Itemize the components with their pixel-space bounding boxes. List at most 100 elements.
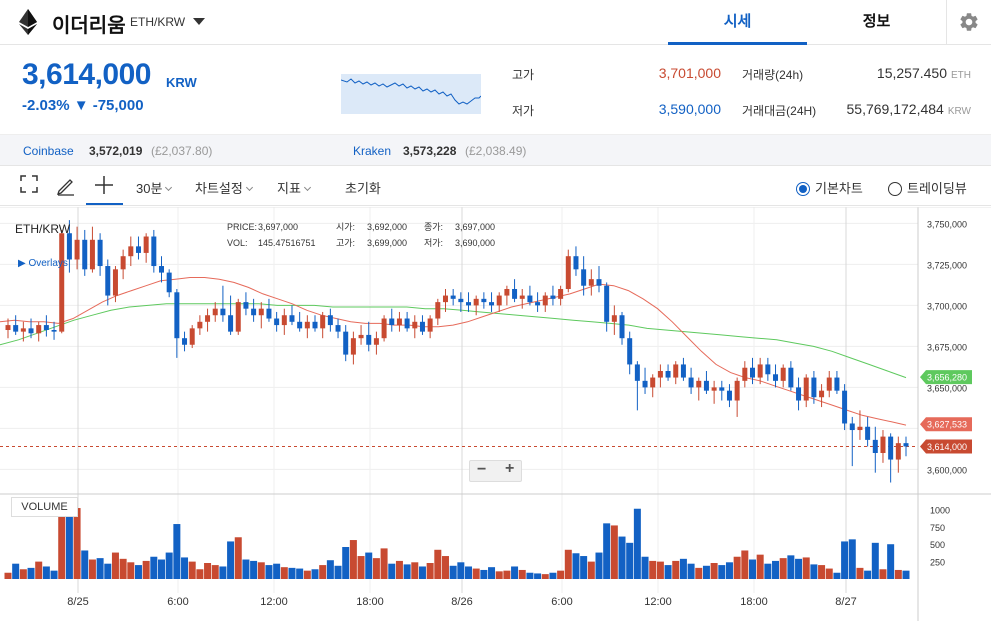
indicators-dropdown[interactable]: 지표 xyxy=(277,178,311,197)
indicators-dropdown-label: 지표 xyxy=(277,181,301,196)
volume-bar xyxy=(165,552,173,579)
volume-bar xyxy=(242,559,250,579)
high-value: 3,701,000 xyxy=(658,65,721,81)
candle-body xyxy=(120,256,126,270)
y-tick-label: 3,600,000 xyxy=(927,465,967,475)
candle-body xyxy=(703,380,709,391)
info-high-value: 3,699,000 xyxy=(367,238,407,248)
volume-bar xyxy=(288,567,296,579)
x-tick-label: 12:00 xyxy=(260,596,288,608)
x-tick-label: 8/25 xyxy=(67,596,88,608)
reset-button[interactable]: 초기화 xyxy=(345,181,381,196)
amount-24h: 55,769,172,484 KRW xyxy=(800,101,971,117)
volume-bar xyxy=(503,570,511,579)
volume-bar xyxy=(664,565,672,579)
volume-tick-label: 1000 xyxy=(930,505,950,515)
price-change: -2.03% ▼ -75,000 xyxy=(22,97,144,114)
volume-bars xyxy=(4,500,910,579)
candle-body xyxy=(865,426,871,440)
volume-bar xyxy=(480,569,488,579)
candle-body xyxy=(243,302,249,309)
volume-bar xyxy=(211,565,219,579)
volume-bar xyxy=(181,557,189,579)
candle-body xyxy=(82,239,88,270)
exchange-kraken-gbp: (£2,038.49) xyxy=(465,144,527,158)
coin-pair: ETH/KRW xyxy=(130,15,186,29)
candle-body xyxy=(112,269,118,296)
app-header: 이더리움 ETH/KRW 시세 정보 xyxy=(0,0,991,45)
draw-pencil-icon[interactable] xyxy=(55,174,77,196)
volume-bar xyxy=(894,569,902,579)
volume-bar xyxy=(73,508,81,579)
radio-selected-icon xyxy=(796,182,810,196)
candle-body xyxy=(251,308,257,316)
candle-body xyxy=(373,338,379,345)
candle-body xyxy=(343,331,349,355)
coin-selector-caret-icon[interactable] xyxy=(193,18,205,25)
volume-bar xyxy=(587,561,595,579)
tab-quote[interactable]: 시세 xyxy=(668,0,807,45)
price-tag xyxy=(920,417,972,432)
candle-body xyxy=(542,295,548,306)
fullscreen-icon[interactable] xyxy=(19,174,39,194)
volume-bar xyxy=(641,556,649,579)
volume-bar xyxy=(679,558,687,579)
volume-bar xyxy=(250,560,258,579)
volume-bar xyxy=(441,556,449,579)
volume-bar xyxy=(618,536,626,579)
volume-bar xyxy=(19,569,27,579)
volume-bar xyxy=(319,565,327,579)
candle-body xyxy=(89,239,95,270)
candle-body xyxy=(726,390,732,401)
volume-bar xyxy=(549,572,557,579)
exchange-kraken-name[interactable]: Kraken xyxy=(353,144,392,158)
candle-body xyxy=(212,308,218,316)
chart-settings-dropdown[interactable]: 차트설정 xyxy=(195,178,253,197)
candle-body xyxy=(304,321,310,329)
y-tick-label: 3,750,000 xyxy=(927,219,967,229)
volume-bar xyxy=(818,565,826,579)
zoom-out-button[interactable]: − xyxy=(477,461,487,478)
volume-bar xyxy=(610,525,618,579)
volume-bar xyxy=(848,539,856,579)
candle-body xyxy=(5,325,11,330)
info-vol-label: VOL: xyxy=(227,238,248,248)
ma-long-line xyxy=(0,303,907,379)
x-tick-label: 18:00 xyxy=(356,596,384,608)
candlestick-chart[interactable]: 3,750,000 3,725,000 3,700,000 3,675,000 3,65… xyxy=(0,207,991,621)
info-open-value: 3,692,000 xyxy=(367,222,407,232)
chart-pair-label: ETH/KRW xyxy=(15,222,71,236)
tradingview-radio[interactable]: 트레이딩뷰 xyxy=(888,178,967,197)
volume-bar xyxy=(871,542,879,579)
amount-24h-unit: KRW xyxy=(947,106,971,117)
candle-body xyxy=(235,302,241,332)
volume-bar xyxy=(411,562,419,579)
info-vol-value: 145.47516751 xyxy=(258,238,316,248)
candle-body xyxy=(496,295,502,306)
overlays-toggle[interactable]: ▶ Overlays xyxy=(18,258,68,269)
price-unit: KRW xyxy=(166,75,197,90)
exchange-coinbase-name[interactable]: Coinbase xyxy=(23,144,74,158)
volume-bar xyxy=(111,552,119,579)
candle-body xyxy=(673,364,679,378)
volume-bar xyxy=(426,563,434,579)
candle-body xyxy=(819,390,825,398)
volume-bar xyxy=(672,560,680,579)
interval-dropdown-label: 30분 xyxy=(136,181,163,196)
gear-icon[interactable] xyxy=(958,11,980,33)
tab-info[interactable]: 정보 xyxy=(862,13,891,30)
candle-body xyxy=(742,367,748,381)
basic-chart-radio[interactable]: 기본차트 xyxy=(796,178,863,197)
current-price: 3,614,000 xyxy=(22,58,151,91)
candle-body xyxy=(849,423,855,431)
candle-body xyxy=(880,436,886,453)
candle-body xyxy=(20,328,26,332)
zoom-in-button[interactable]: + xyxy=(505,460,515,477)
candle-body xyxy=(220,308,226,316)
crosshair-icon[interactable] xyxy=(93,174,115,196)
candle-body xyxy=(43,325,49,330)
candle-body xyxy=(611,315,617,322)
interval-dropdown[interactable]: 30분 xyxy=(136,178,173,197)
volume-bar xyxy=(188,561,196,579)
volume-bar xyxy=(511,566,519,579)
